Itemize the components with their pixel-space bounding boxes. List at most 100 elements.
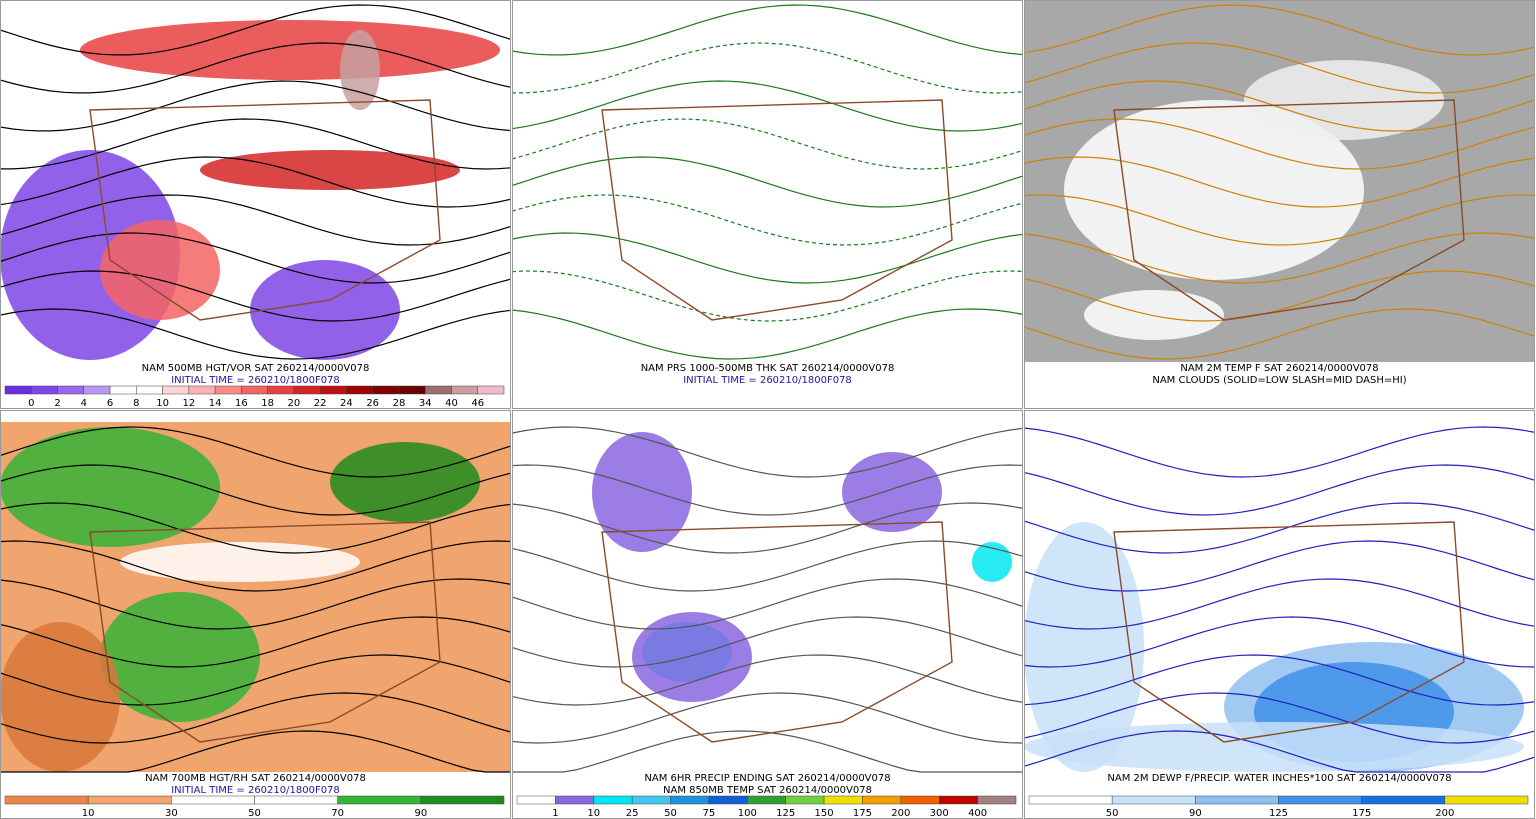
contour-line <box>0 730 511 773</box>
contour-line <box>0 654 512 706</box>
colorbar-swatch <box>1278 795 1362 805</box>
colorbar-label: 50 <box>1106 808 1119 819</box>
map-outline <box>89 99 441 321</box>
colorbar-swatch <box>109 385 137 395</box>
colorbar-swatch <box>87 795 172 805</box>
contour-line <box>1023 42 1536 94</box>
colorbar-swatch <box>670 795 710 805</box>
colorbar-swatch <box>900 795 940 805</box>
colorbar-label: 40 <box>445 398 458 409</box>
caption: NAM CLOUDS (SOLID=LOW SLASH=MID DASH=HI) <box>1152 375 1406 386</box>
colorbar-swatch <box>372 385 400 395</box>
colorbar-swatch <box>31 385 58 395</box>
colorbar-swatch <box>823 795 863 805</box>
caption: NAM 700MB HGT/RH SAT 260214/0000V078 <box>145 773 366 784</box>
contour-line <box>511 654 1024 706</box>
field-shading <box>1024 522 1144 772</box>
caption: NAM 6HR PRECIP ENDING SAT 260214/0000V07… <box>644 773 890 784</box>
colorbar-label: 30 <box>165 808 178 819</box>
colorbar-swatch <box>516 795 556 805</box>
colorbar-label: 10 <box>587 808 600 819</box>
colorbar-swatch <box>57 385 85 395</box>
contour-line <box>511 502 1024 554</box>
caption: NAM 2M DEWP F/PRECIP. WATER INCHES*100 S… <box>1107 773 1451 784</box>
colorbar-label: 6 <box>107 398 113 409</box>
map-outline <box>1113 99 1465 321</box>
contour-line <box>512 42 1024 94</box>
caption: INITIAL TIME = 260210/1800F078 <box>683 375 852 386</box>
contour-line <box>511 578 1024 630</box>
colorbar-swatch <box>83 385 111 395</box>
contour-line <box>1023 692 1536 744</box>
contour-line <box>511 426 1024 478</box>
colorbar-swatch <box>267 385 295 395</box>
colorbar-swatch <box>785 795 825 805</box>
colorbar-label: 50 <box>664 808 677 819</box>
colorbar-label: 90 <box>414 808 427 819</box>
panel: NAM 500MB HGT/VOR SAT 260214/0000V078INI… <box>0 0 512 409</box>
caption: INITIAL TIME = 260210/1800F078 <box>171 375 340 386</box>
contour-line <box>0 4 512 56</box>
colorbar-swatch <box>162 385 190 395</box>
field-shading <box>340 30 380 110</box>
colorbar-label: 300 <box>930 808 949 819</box>
contour-line <box>1023 156 1536 208</box>
colorbar-swatch <box>555 795 595 805</box>
contour-line <box>1023 270 1536 322</box>
colorbar-label: 50 <box>248 808 261 819</box>
contour-line <box>1023 540 1536 592</box>
field-shading <box>1024 722 1524 772</box>
colorbar-label: 18 <box>261 398 274 409</box>
contour-line <box>511 156 1024 208</box>
contour-line <box>511 118 1024 170</box>
field-shading <box>1084 290 1224 340</box>
contour-line <box>0 80 512 132</box>
contour-line <box>0 118 512 170</box>
colorbar-label: 10 <box>156 398 169 409</box>
colorbar-label: 34 <box>419 398 432 409</box>
field-shading <box>842 452 942 532</box>
panel: NAM PRS 1000-500MB THK SAT 260214/0000V0… <box>511 0 1024 409</box>
colorbar-swatch <box>4 795 89 805</box>
colorbar-label: 150 <box>815 808 834 819</box>
colorbar-label: 25 <box>626 808 639 819</box>
contour-line <box>511 270 1024 322</box>
caption: NAM PRS 1000-500MB THK SAT 260214/0000V0… <box>641 363 895 374</box>
colorbar-swatch <box>747 795 786 805</box>
field-shading <box>120 542 360 582</box>
contour-line <box>0 270 512 322</box>
contour-line <box>0 232 512 284</box>
colorbar-swatch <box>977 795 1017 805</box>
field-shading <box>100 220 220 320</box>
map-area <box>512 0 1023 362</box>
caption: INITIAL TIME = 260210/1800F078 <box>171 785 340 796</box>
panel-border <box>512 0 1023 409</box>
contour-line <box>0 194 512 246</box>
contour-line <box>512 730 1023 773</box>
field-shading <box>200 150 460 190</box>
contour-line <box>0 464 512 516</box>
map-area <box>512 422 1023 772</box>
colorbar-label: 125 <box>1269 808 1288 819</box>
colorbar-label: 200 <box>891 808 910 819</box>
contour-line <box>511 80 1024 132</box>
field-shading <box>80 20 500 80</box>
field-shading <box>1064 100 1364 280</box>
contour-line <box>0 578 512 630</box>
colorbar-label: 22 <box>314 398 327 409</box>
colorbar-label: 90 <box>1189 808 1202 819</box>
colorbar-swatch <box>293 385 321 395</box>
contour-line <box>0 692 512 744</box>
colorbar-swatch <box>1111 795 1196 805</box>
contour-line <box>1023 616 1536 668</box>
contour-line <box>1023 730 1536 773</box>
contour-line <box>0 540 512 592</box>
colorbar-label: 28 <box>393 398 406 409</box>
colorbar-swatch <box>708 795 748 805</box>
contour-line <box>1023 194 1536 246</box>
colorbar-label: 24 <box>340 398 353 409</box>
colorbar-label: 26 <box>366 398 379 409</box>
